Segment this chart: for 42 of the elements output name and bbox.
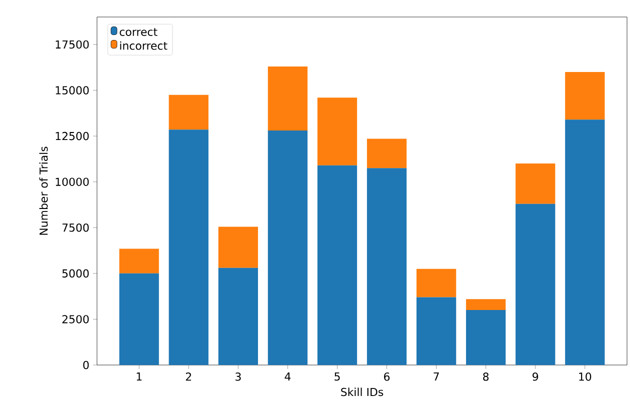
x-tick-label: 5 [334, 372, 340, 381]
x-tick-label: 3 [236, 372, 241, 381]
bar [218, 268, 258, 365]
bar [268, 66, 308, 131]
y-tick-label: 7500 [62, 223, 89, 232]
x-axis-title: Skill IDs [341, 388, 384, 396]
y-tick-label: 12500 [56, 132, 89, 140]
x-tick-label: 7 [434, 372, 439, 381]
bar [168, 130, 208, 365]
y-axis-title: Number of Trials [39, 146, 48, 235]
bar [416, 297, 456, 365]
bar [466, 310, 506, 365]
legend-label: incorrect [120, 41, 168, 50]
bar [317, 165, 358, 365]
bar [516, 164, 556, 204]
y-tick-label: 0 [83, 360, 89, 370]
bar [366, 168, 407, 365]
bar [416, 268, 456, 298]
x-tick-label: 6 [384, 372, 390, 381]
bar [466, 299, 506, 310]
bar [565, 120, 605, 365]
y-tick-label: 5000 [62, 269, 89, 278]
y-tick-label: 17500 [56, 40, 89, 49]
bar [366, 138, 407, 168]
x-tick-label: 8 [483, 372, 489, 381]
y-tick-label: 10000 [56, 178, 89, 186]
bar [168, 94, 208, 130]
x-tick-label: 1 [136, 372, 142, 381]
bar [119, 273, 159, 365]
x-tick-label: 9 [532, 372, 538, 381]
x-tick-label: 10 [579, 372, 592, 381]
legend-label: correct [120, 28, 158, 36]
bar [268, 130, 308, 365]
x-tick-label: 4 [284, 372, 291, 381]
bar [119, 248, 159, 274]
bar [516, 204, 556, 365]
bar [317, 98, 358, 166]
y-tick-label: 2500 [62, 315, 89, 324]
x-tick-label: 2 [186, 372, 192, 381]
y-tick-label: 15000 [56, 86, 89, 94]
bar [565, 72, 605, 120]
bar [218, 226, 258, 268]
